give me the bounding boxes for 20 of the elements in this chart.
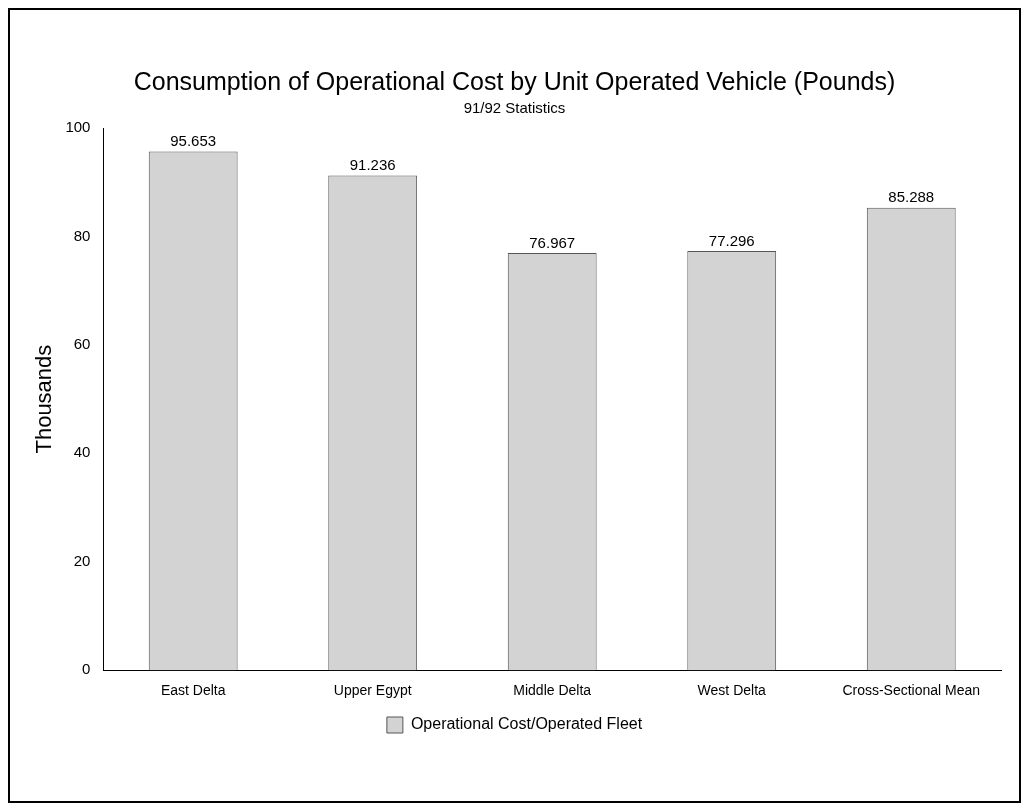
data-label: 95.653: [170, 132, 217, 150]
y-tick-label: 60: [73, 335, 91, 353]
y-tick-label: 40: [73, 443, 91, 461]
x-tick-label: West Delta: [697, 682, 767, 699]
data-label: 91.236: [349, 156, 396, 174]
x-tick-label: Upper Egypt: [333, 682, 412, 699]
chart-title: Consumption of Operational Cost by Unit Operated Vehicle (Pounds): [133, 66, 896, 95]
x-tick-label: Cross-Sectional Mean: [842, 682, 981, 699]
data-label: 85.288: [888, 188, 935, 206]
y-tick-label: 80: [73, 226, 91, 244]
y-tick-label: 0: [82, 660, 91, 678]
data-label: 76.967: [529, 233, 576, 251]
y-tick-label: 100: [65, 118, 91, 136]
y-axis-title: Thousands: [31, 344, 57, 454]
x-tick-label: East Delta: [160, 682, 226, 699]
chart-subtitle: 91/92 Statistics: [463, 99, 566, 117]
y-tick-label: 20: [73, 551, 91, 569]
data-label: 77.296: [708, 231, 755, 249]
legend-label: Operational Cost/Operated Fleet: [410, 715, 643, 733]
x-tick-label: Middle Delta: [513, 682, 592, 699]
